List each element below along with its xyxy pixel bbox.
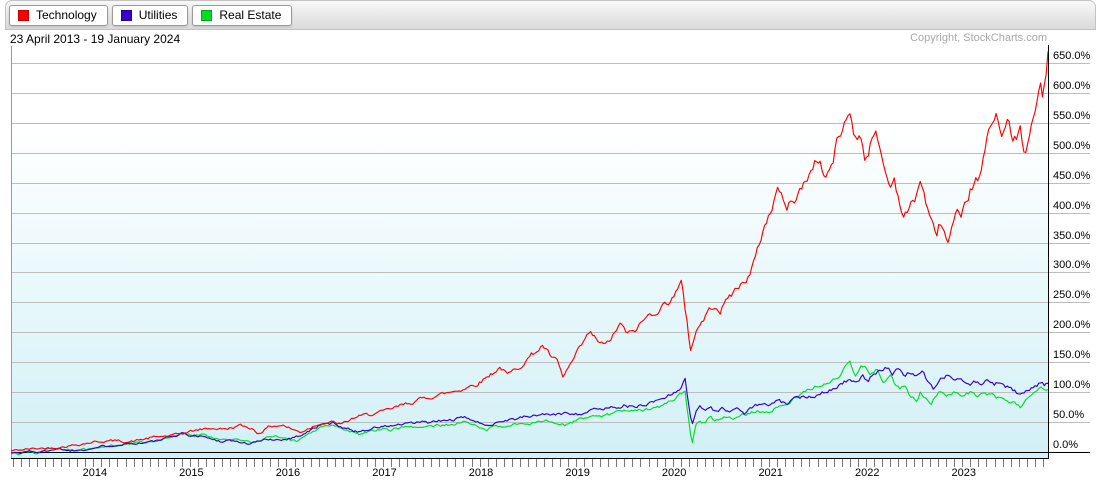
x-axis-year-label: 2020 bbox=[661, 467, 687, 479]
x-axis-year-label: 2023 bbox=[951, 467, 977, 479]
legend-bar: Technology Utilities Real Estate bbox=[5, 0, 1096, 30]
technology-swatch-icon bbox=[18, 9, 29, 21]
y-axis-label: 0.0% bbox=[1053, 439, 1079, 451]
x-axis-year-label: 2022 bbox=[855, 467, 880, 479]
legend-label-technology: Technology bbox=[36, 8, 97, 22]
y-axis-label: 300.0% bbox=[1053, 259, 1091, 272]
x-axis-year-label: 2019 bbox=[565, 467, 590, 479]
y-axis-label: 500.0% bbox=[1053, 139, 1091, 152]
y-axis-label: 200.0% bbox=[1053, 319, 1091, 332]
y-axis-label: 550.0% bbox=[1053, 109, 1091, 122]
legend-item-real-estate[interactable]: Real Estate bbox=[192, 4, 293, 26]
x-axis-year-label: 2015 bbox=[179, 467, 204, 479]
y-axis-label: 50.0% bbox=[1053, 409, 1085, 422]
real-estate-swatch-icon bbox=[201, 9, 213, 21]
y-axis-label: 450.0% bbox=[1053, 169, 1091, 182]
y-axis-label: 350.0% bbox=[1053, 229, 1091, 242]
y-axis-label: 150.0% bbox=[1053, 349, 1091, 362]
x-axis-year-label: 2014 bbox=[82, 467, 108, 479]
legend-item-technology[interactable]: Technology bbox=[9, 4, 108, 26]
legend-label-utilities: Utilities bbox=[138, 8, 178, 22]
legend-item-utilities[interactable]: Utilities bbox=[111, 4, 189, 26]
utilities-swatch-icon bbox=[120, 9, 132, 21]
x-axis-year-label: 2018 bbox=[468, 467, 494, 479]
x-axis-year-label: 2021 bbox=[758, 467, 783, 479]
x-axis-year-label: 2016 bbox=[275, 467, 301, 479]
y-axis-label: 400.0% bbox=[1053, 199, 1091, 212]
legend-label-real-estate: Real Estate bbox=[219, 8, 282, 22]
y-axis-label: 250.0% bbox=[1053, 289, 1091, 302]
x-axis-year-label: 2017 bbox=[372, 467, 397, 479]
copyright-label: Copyright, StockCharts.com bbox=[910, 32, 1047, 44]
y-axis-label: 650.0% bbox=[1053, 50, 1091, 62]
date-range-label: 23 April 2013 - 19 January 2024 bbox=[10, 32, 181, 46]
y-axis-label: 100.0% bbox=[1053, 379, 1091, 392]
y-axis-label: 600.0% bbox=[1053, 79, 1091, 92]
